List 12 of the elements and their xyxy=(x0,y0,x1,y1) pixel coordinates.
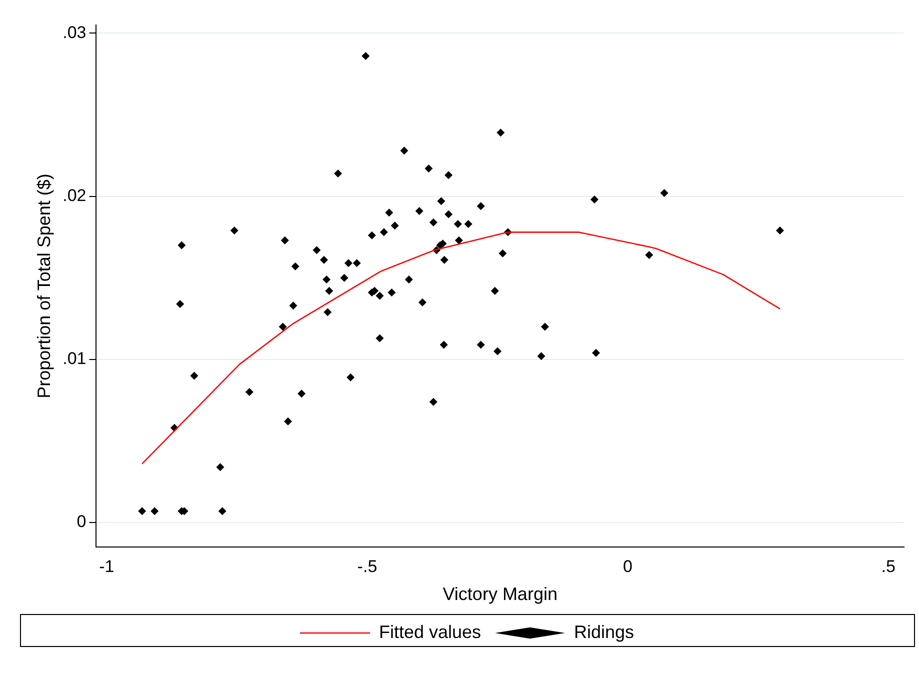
y-axis-title: Proportion of Total Spent ($) xyxy=(34,174,54,398)
x-tick-label: .5 xyxy=(881,556,896,576)
y-tick-label: 0 xyxy=(76,512,86,532)
x-tick-label: -.5 xyxy=(357,556,378,576)
x-tick-label: 0 xyxy=(623,556,633,576)
y-tick-label: .02 xyxy=(62,186,86,205)
y-tick-label: .01 xyxy=(62,349,86,368)
x-tick-label: -1 xyxy=(99,556,114,576)
y-tick-label: .03 xyxy=(62,22,86,42)
legend-label: Ridings xyxy=(574,622,634,642)
legend-label: Fitted values xyxy=(378,622,482,642)
x-axis-title: Victory Margin xyxy=(442,584,558,604)
